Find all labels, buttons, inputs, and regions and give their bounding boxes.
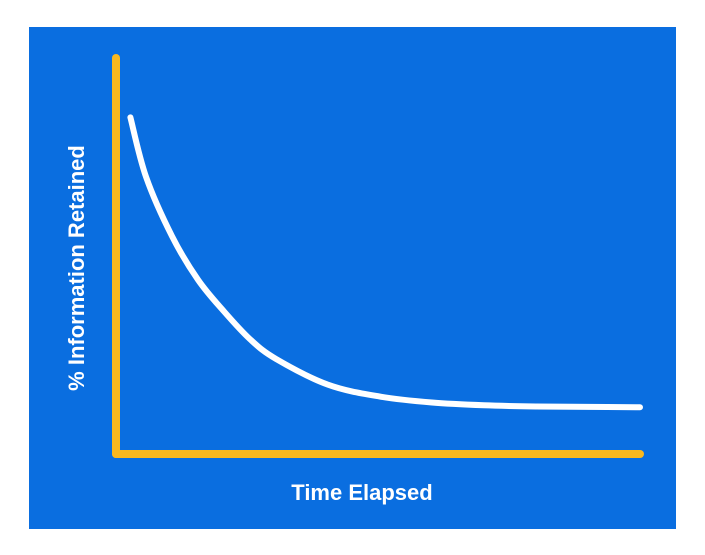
- x-axis-title: Time Elapsed: [291, 480, 432, 505]
- y-axis-title: % Information Retained: [64, 145, 89, 391]
- chart-background: [29, 27, 676, 529]
- retention-curve-line: [127, 114, 643, 411]
